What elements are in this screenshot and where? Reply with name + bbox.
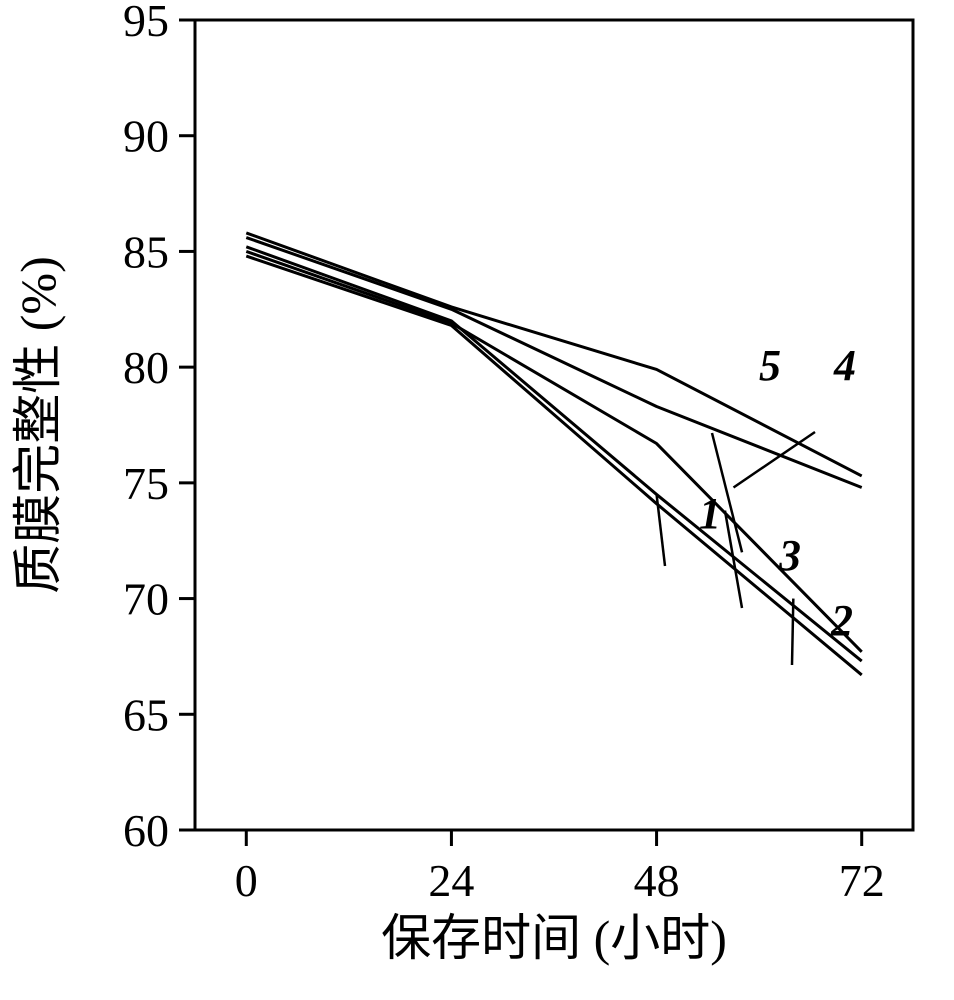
leader-line-2 xyxy=(792,599,793,665)
y-tick-label: 85 xyxy=(123,226,169,277)
y-tick-label: 80 xyxy=(123,342,169,393)
y-tick-label: 60 xyxy=(123,805,169,856)
series-label-4: 4 xyxy=(833,341,856,390)
series-line-2 xyxy=(246,256,861,675)
series-label-2: 2 xyxy=(830,596,853,645)
x-tick-label: 24 xyxy=(428,855,474,906)
line-chart: 60 65 70 75 80 85 90 95 0 24 48 72 5 4 1 32 保存时间 (小时) 质膜完… xyxy=(0,0,954,1000)
y-tick-label: 70 xyxy=(123,574,169,625)
x-tick-label: 72 xyxy=(839,855,885,906)
y-tick-label: 75 xyxy=(123,458,169,509)
leader-line-3 xyxy=(725,511,742,608)
y-tick-label: 95 xyxy=(123,0,169,46)
x-axis-title: 保存时间 (小时) xyxy=(381,910,727,966)
leader-line-1 xyxy=(657,494,665,566)
y-tick-label: 65 xyxy=(123,689,169,740)
chart-svg: 60 65 70 75 80 85 90 95 0 24 48 72 5 4 1 32 保存时间 (小时) 质膜完… xyxy=(0,0,954,1000)
series-label-1: 1 xyxy=(699,489,721,538)
series-label-3: 3 xyxy=(778,531,801,580)
x-tick-label: 48 xyxy=(634,855,680,906)
y-tick-label: 90 xyxy=(123,111,169,162)
plot-border xyxy=(195,20,913,830)
series-label-5: 5 xyxy=(759,341,781,390)
x-tick-label: 0 xyxy=(235,855,258,906)
y-axis-title: 质膜完整性 (%) xyxy=(10,256,66,593)
